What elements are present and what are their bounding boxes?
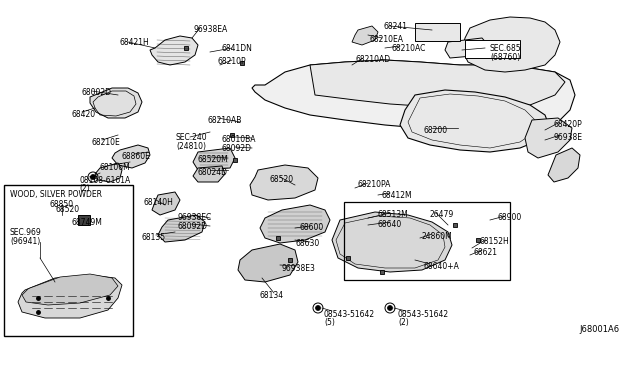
Text: 68412M: 68412M bbox=[382, 191, 413, 200]
Text: 26479: 26479 bbox=[429, 210, 453, 219]
Polygon shape bbox=[238, 244, 298, 282]
Polygon shape bbox=[250, 165, 318, 200]
Polygon shape bbox=[332, 212, 452, 272]
Polygon shape bbox=[400, 90, 550, 152]
Text: 68420P: 68420P bbox=[553, 120, 582, 129]
Text: 68520M: 68520M bbox=[197, 155, 228, 164]
Text: SEC.685: SEC.685 bbox=[490, 44, 522, 53]
Text: 68513M: 68513M bbox=[378, 210, 409, 219]
Text: 68134: 68134 bbox=[259, 291, 283, 300]
Text: 68106M: 68106M bbox=[100, 163, 131, 172]
Text: 68210P: 68210P bbox=[218, 57, 246, 66]
Polygon shape bbox=[152, 192, 180, 215]
Text: 68630: 68630 bbox=[296, 239, 320, 248]
Text: 68621: 68621 bbox=[474, 248, 498, 257]
Bar bbox=[230, 133, 234, 137]
Text: 68210PA: 68210PA bbox=[358, 180, 392, 189]
Text: (2): (2) bbox=[79, 184, 90, 193]
Text: (5): (5) bbox=[324, 318, 335, 327]
Bar bbox=[380, 270, 384, 274]
Text: 68421H: 68421H bbox=[120, 38, 150, 47]
Polygon shape bbox=[150, 36, 198, 65]
Bar bbox=[476, 238, 480, 242]
Text: 68135: 68135 bbox=[141, 233, 165, 242]
Bar bbox=[288, 258, 292, 262]
Text: 68860E: 68860E bbox=[121, 152, 150, 161]
Text: 68210EA: 68210EA bbox=[370, 35, 404, 44]
Text: SEC.969: SEC.969 bbox=[10, 228, 42, 237]
Bar bbox=[78, 215, 90, 225]
Text: (2): (2) bbox=[398, 318, 409, 327]
Text: (96941): (96941) bbox=[10, 237, 40, 246]
Polygon shape bbox=[112, 145, 150, 168]
Polygon shape bbox=[18, 275, 122, 318]
Bar bbox=[453, 223, 457, 227]
Text: 68640+A: 68640+A bbox=[423, 262, 459, 271]
Polygon shape bbox=[352, 26, 378, 45]
Bar bbox=[346, 256, 350, 260]
Bar bbox=[184, 46, 188, 50]
Bar bbox=[276, 236, 280, 240]
Text: 68024D: 68024D bbox=[197, 168, 227, 177]
Polygon shape bbox=[260, 205, 330, 243]
Bar bbox=[4, 185, 133, 336]
Polygon shape bbox=[95, 163, 122, 182]
Text: 96938E3: 96938E3 bbox=[281, 264, 315, 273]
Text: 68092D: 68092D bbox=[222, 144, 252, 153]
Bar bbox=[465, 40, 520, 58]
Text: 96938EA: 96938EA bbox=[193, 25, 227, 34]
Text: 68152H: 68152H bbox=[479, 237, 509, 246]
Text: 68210AD: 68210AD bbox=[355, 55, 390, 64]
Polygon shape bbox=[445, 38, 488, 58]
Circle shape bbox=[90, 174, 95, 180]
Polygon shape bbox=[193, 166, 225, 182]
Polygon shape bbox=[462, 17, 560, 72]
Text: 68140H: 68140H bbox=[144, 198, 174, 207]
Bar bbox=[240, 61, 244, 65]
Polygon shape bbox=[252, 60, 575, 132]
Bar bbox=[233, 158, 237, 162]
Text: 68420: 68420 bbox=[72, 110, 96, 119]
Text: 68002D: 68002D bbox=[82, 88, 112, 97]
Bar bbox=[344, 202, 510, 280]
Text: 68520: 68520 bbox=[270, 175, 294, 184]
Polygon shape bbox=[548, 148, 580, 182]
Text: 96938EC: 96938EC bbox=[178, 213, 212, 222]
Text: 68210AC: 68210AC bbox=[392, 44, 426, 53]
Text: 08543-51642: 08543-51642 bbox=[398, 310, 449, 319]
Text: SEC.240: SEC.240 bbox=[176, 133, 207, 142]
Text: 68200: 68200 bbox=[424, 126, 448, 135]
Text: 68210E: 68210E bbox=[91, 138, 120, 147]
Text: 68749M: 68749M bbox=[72, 218, 103, 227]
Text: 08543-51642: 08543-51642 bbox=[324, 310, 375, 319]
Polygon shape bbox=[158, 215, 205, 242]
Text: 68900: 68900 bbox=[497, 213, 521, 222]
Text: (24810): (24810) bbox=[176, 142, 206, 151]
Text: 68241: 68241 bbox=[383, 22, 407, 31]
Text: J68001A6: J68001A6 bbox=[579, 325, 619, 334]
Text: 24860M: 24860M bbox=[421, 232, 452, 241]
Bar bbox=[415, 23, 460, 41]
Polygon shape bbox=[193, 148, 235, 170]
Text: 68010BA: 68010BA bbox=[222, 135, 257, 144]
Polygon shape bbox=[22, 274, 118, 305]
Polygon shape bbox=[525, 118, 572, 158]
Text: 68210AB: 68210AB bbox=[208, 116, 243, 125]
Text: 68092D: 68092D bbox=[178, 222, 208, 231]
Text: 68600: 68600 bbox=[299, 223, 323, 232]
Circle shape bbox=[316, 305, 321, 311]
Polygon shape bbox=[310, 60, 565, 108]
Text: (68760): (68760) bbox=[490, 53, 520, 62]
Circle shape bbox=[387, 305, 392, 311]
Text: 68640: 68640 bbox=[378, 220, 403, 229]
Text: 96938E: 96938E bbox=[553, 133, 582, 142]
Text: 68850: 68850 bbox=[50, 200, 74, 209]
Text: 6841DN: 6841DN bbox=[222, 44, 253, 53]
Polygon shape bbox=[90, 88, 142, 118]
Text: 08168-6161A: 08168-6161A bbox=[79, 176, 131, 185]
Text: WOOD, SILVER POWDER: WOOD, SILVER POWDER bbox=[10, 190, 102, 199]
Text: 68520: 68520 bbox=[55, 205, 79, 214]
